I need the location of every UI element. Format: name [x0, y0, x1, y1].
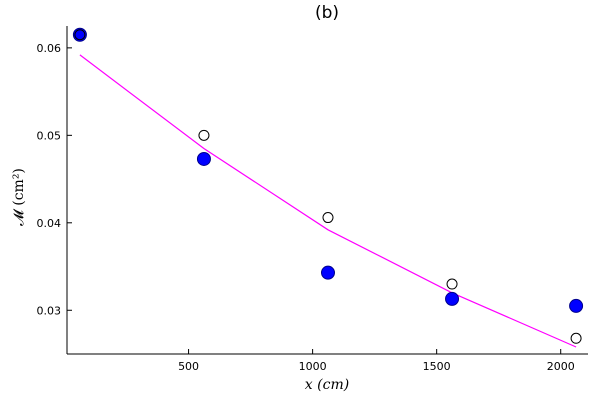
x-tick-label: 500: [178, 360, 199, 373]
y-axis-label: 𝓜 (cm²): [11, 168, 27, 226]
filled-point: [196, 151, 211, 166]
open-point: [446, 278, 458, 290]
x-tick-label: 1500: [423, 360, 451, 373]
y-tick-label: 0.04: [37, 217, 62, 230]
filled-point: [320, 265, 335, 280]
chart-title: (b): [315, 3, 339, 23]
x-tick-label: 1000: [299, 360, 327, 373]
filled-point: [569, 298, 584, 313]
filled-point: [445, 291, 460, 306]
open-point: [198, 129, 210, 141]
y-tick-label: 0.05: [37, 129, 62, 142]
y-tick-label: 0.03: [37, 304, 62, 317]
fit-line: [79, 54, 577, 348]
open-point: [74, 29, 86, 41]
open-point: [570, 332, 582, 344]
x-axis-label: x (cm): [305, 377, 349, 393]
y-tick-label: 0.06: [37, 42, 62, 55]
open-point: [322, 212, 334, 224]
x-tick-label: 2000: [547, 360, 575, 373]
plot-area: 500 1000 1500 2000 0.03 0.04 0.05 0.06: [37, 26, 588, 373]
